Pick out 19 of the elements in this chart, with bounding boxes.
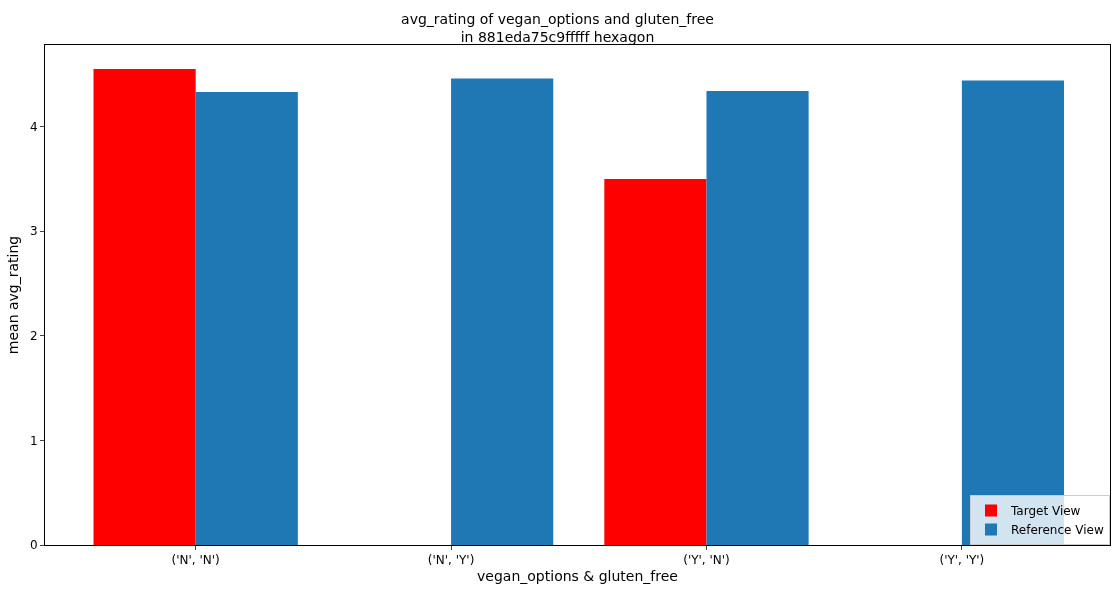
legend-label: Target View: [1010, 504, 1081, 519]
x-axis-title: vegan_options & gluten_free: [477, 567, 678, 584]
x-tick-label: ('N', 'Y'): [427, 553, 475, 568]
x-tick-label: ('Y', 'N'): [683, 553, 730, 568]
bar: [706, 91, 809, 545]
x-tick-label: ('Y', 'Y'): [939, 553, 985, 568]
bar: [195, 92, 298, 545]
y-tick-label: 3: [29, 224, 38, 239]
bar: [604, 178, 707, 545]
bar: [451, 78, 554, 545]
y-tick-label: 4: [29, 119, 38, 134]
y-axis-title: mean avg_rating: [4, 235, 21, 355]
legend-label: Reference View: [1011, 523, 1104, 538]
y-tick-label: 0: [29, 538, 38, 553]
y-tick-label: 2: [29, 328, 38, 343]
bar: [93, 69, 196, 545]
y-tick-label: 1: [29, 433, 38, 448]
x-tick-label: ('N', 'N'): [171, 553, 220, 568]
chart-title: avg_rating of vegan_options and gluten_free in 881eda75c9fffff hexagon: [401, 10, 714, 45]
